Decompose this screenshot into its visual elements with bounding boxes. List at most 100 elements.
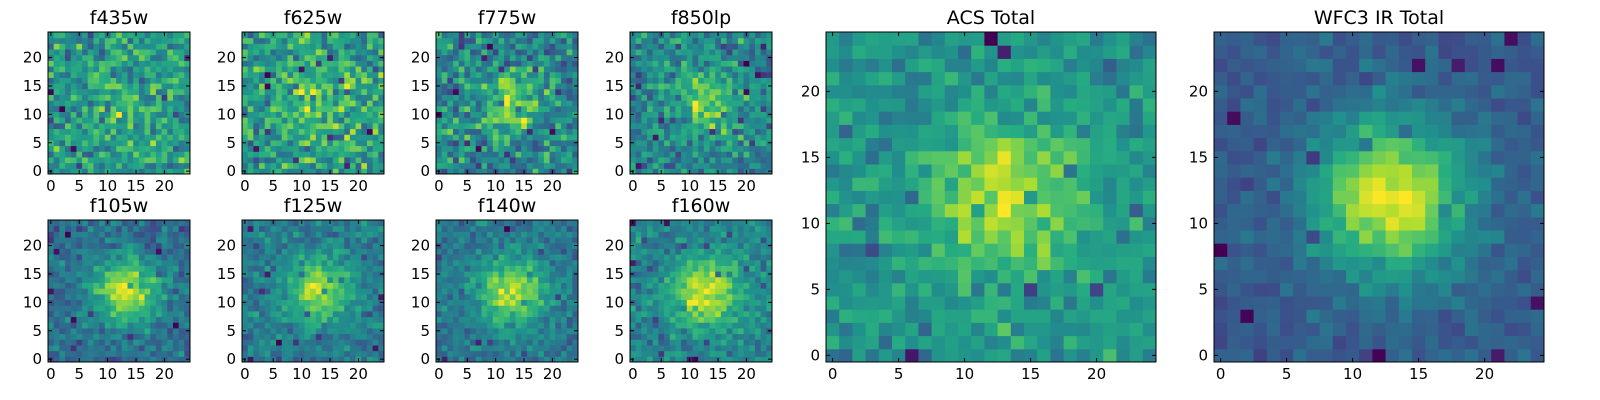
heatmap-cell <box>332 60 340 67</box>
heatmap-cell <box>447 327 454 335</box>
heatmap-cell <box>641 100 648 107</box>
heatmap-cell <box>344 322 351 329</box>
heatmap-cell <box>509 299 517 306</box>
heatmap-cell <box>543 77 551 84</box>
heatmap-cell <box>509 117 517 124</box>
y-tick-label: 15 <box>605 77 624 95</box>
y-tick-label: 0 <box>32 162 42 180</box>
heatmap-cell <box>572 305 579 312</box>
heatmap-cell <box>65 88 72 95</box>
heatmap-cell <box>555 276 562 283</box>
heatmap-cell <box>264 220 271 227</box>
heatmap-cell <box>310 117 317 124</box>
heatmap-cell <box>247 54 254 61</box>
heatmap-cell <box>526 37 534 44</box>
heatmap-cell <box>184 66 191 73</box>
heatmap-cell <box>87 162 94 169</box>
heatmap-cell <box>293 316 300 323</box>
heatmap-cell <box>686 271 693 278</box>
heatmap-cell <box>515 122 522 130</box>
heatmap-cell <box>172 122 180 130</box>
heatmap-cell <box>127 105 134 113</box>
y-tick-label: 0 <box>420 162 430 180</box>
heatmap-cell <box>127 54 134 61</box>
heatmap-cell <box>99 327 106 335</box>
heatmap-cell <box>361 88 368 95</box>
heatmap-cell <box>538 162 545 169</box>
heatmap-cell <box>304 37 311 44</box>
heatmap-cell <box>264 282 271 289</box>
heatmap-cell <box>327 293 334 301</box>
heatmap-cell <box>720 128 728 135</box>
heatmap-cell <box>487 94 494 101</box>
heatmap-cell <box>281 43 288 50</box>
heatmap-cell <box>178 310 185 318</box>
heatmap-cell <box>155 254 163 261</box>
heatmap-cell <box>760 139 767 147</box>
heatmap-cell <box>566 248 573 255</box>
heatmap-cell <box>172 71 180 78</box>
heatmap-cell <box>87 220 94 227</box>
heatmap-cell <box>715 88 722 95</box>
heatmap-cell <box>155 151 163 158</box>
heatmap-cell <box>498 305 505 312</box>
heatmap-cell <box>327 43 334 50</box>
heatmap-cell <box>675 60 682 67</box>
heatmap-cell <box>447 156 454 164</box>
heatmap-cell <box>681 299 688 306</box>
heatmap-cell <box>93 265 100 272</box>
heatmap-cell <box>59 327 66 335</box>
heatmap-cell <box>65 271 72 278</box>
heatmap-cell <box>259 100 266 107</box>
heatmap-cell <box>504 43 511 50</box>
heatmap-cell <box>338 237 345 244</box>
heatmap-cell <box>59 71 66 78</box>
heatmap-cell <box>509 333 517 340</box>
heatmap-cell <box>447 299 454 306</box>
heatmap-cell <box>150 122 157 130</box>
heatmap-cell <box>65 237 72 244</box>
heatmap-cell <box>138 32 146 39</box>
heatmap-cell <box>560 299 568 306</box>
heatmap-cell <box>99 168 106 175</box>
heatmap-cell <box>99 117 106 124</box>
heatmap-cell <box>509 162 517 169</box>
heatmap-cell <box>167 288 174 295</box>
heatmap-cell <box>441 134 448 141</box>
heatmap-cell <box>332 220 340 227</box>
heatmap-cell <box>481 156 488 164</box>
heatmap-cell <box>641 282 648 289</box>
heatmap-cell <box>447 117 454 124</box>
heatmap-cell <box>692 156 699 164</box>
heatmap-cell <box>566 231 573 238</box>
heatmap-cell <box>361 151 368 158</box>
heatmap-cell <box>133 237 140 244</box>
heatmap-cell <box>104 117 111 124</box>
heatmap-cell <box>475 288 482 295</box>
heatmap-cell <box>464 225 471 232</box>
heatmap-cell <box>549 145 556 152</box>
heatmap-cell <box>549 265 556 272</box>
heatmap-cell <box>355 139 362 147</box>
heatmap-cell <box>59 139 66 147</box>
heatmap-cell <box>532 54 539 61</box>
heatmap-cell <box>121 66 129 73</box>
heatmap-cell <box>555 316 562 323</box>
heatmap-cell <box>53 105 60 113</box>
heatmap-cell <box>475 225 482 232</box>
heatmap-cell <box>470 344 477 352</box>
heatmap-cell <box>543 276 551 283</box>
heatmap-cell <box>515 254 522 261</box>
heatmap-cell <box>681 145 688 152</box>
heatmap-cell <box>59 305 66 312</box>
heatmap-cell <box>549 49 556 56</box>
heatmap-cell <box>315 32 323 39</box>
heatmap-cell <box>344 100 351 107</box>
heatmap-cell <box>110 122 117 130</box>
heatmap-cell <box>692 54 699 61</box>
heatmap-cell <box>743 139 750 147</box>
heatmap-cell <box>327 254 334 261</box>
heatmap-cell <box>344 162 351 169</box>
heatmap-cell <box>526 344 534 352</box>
